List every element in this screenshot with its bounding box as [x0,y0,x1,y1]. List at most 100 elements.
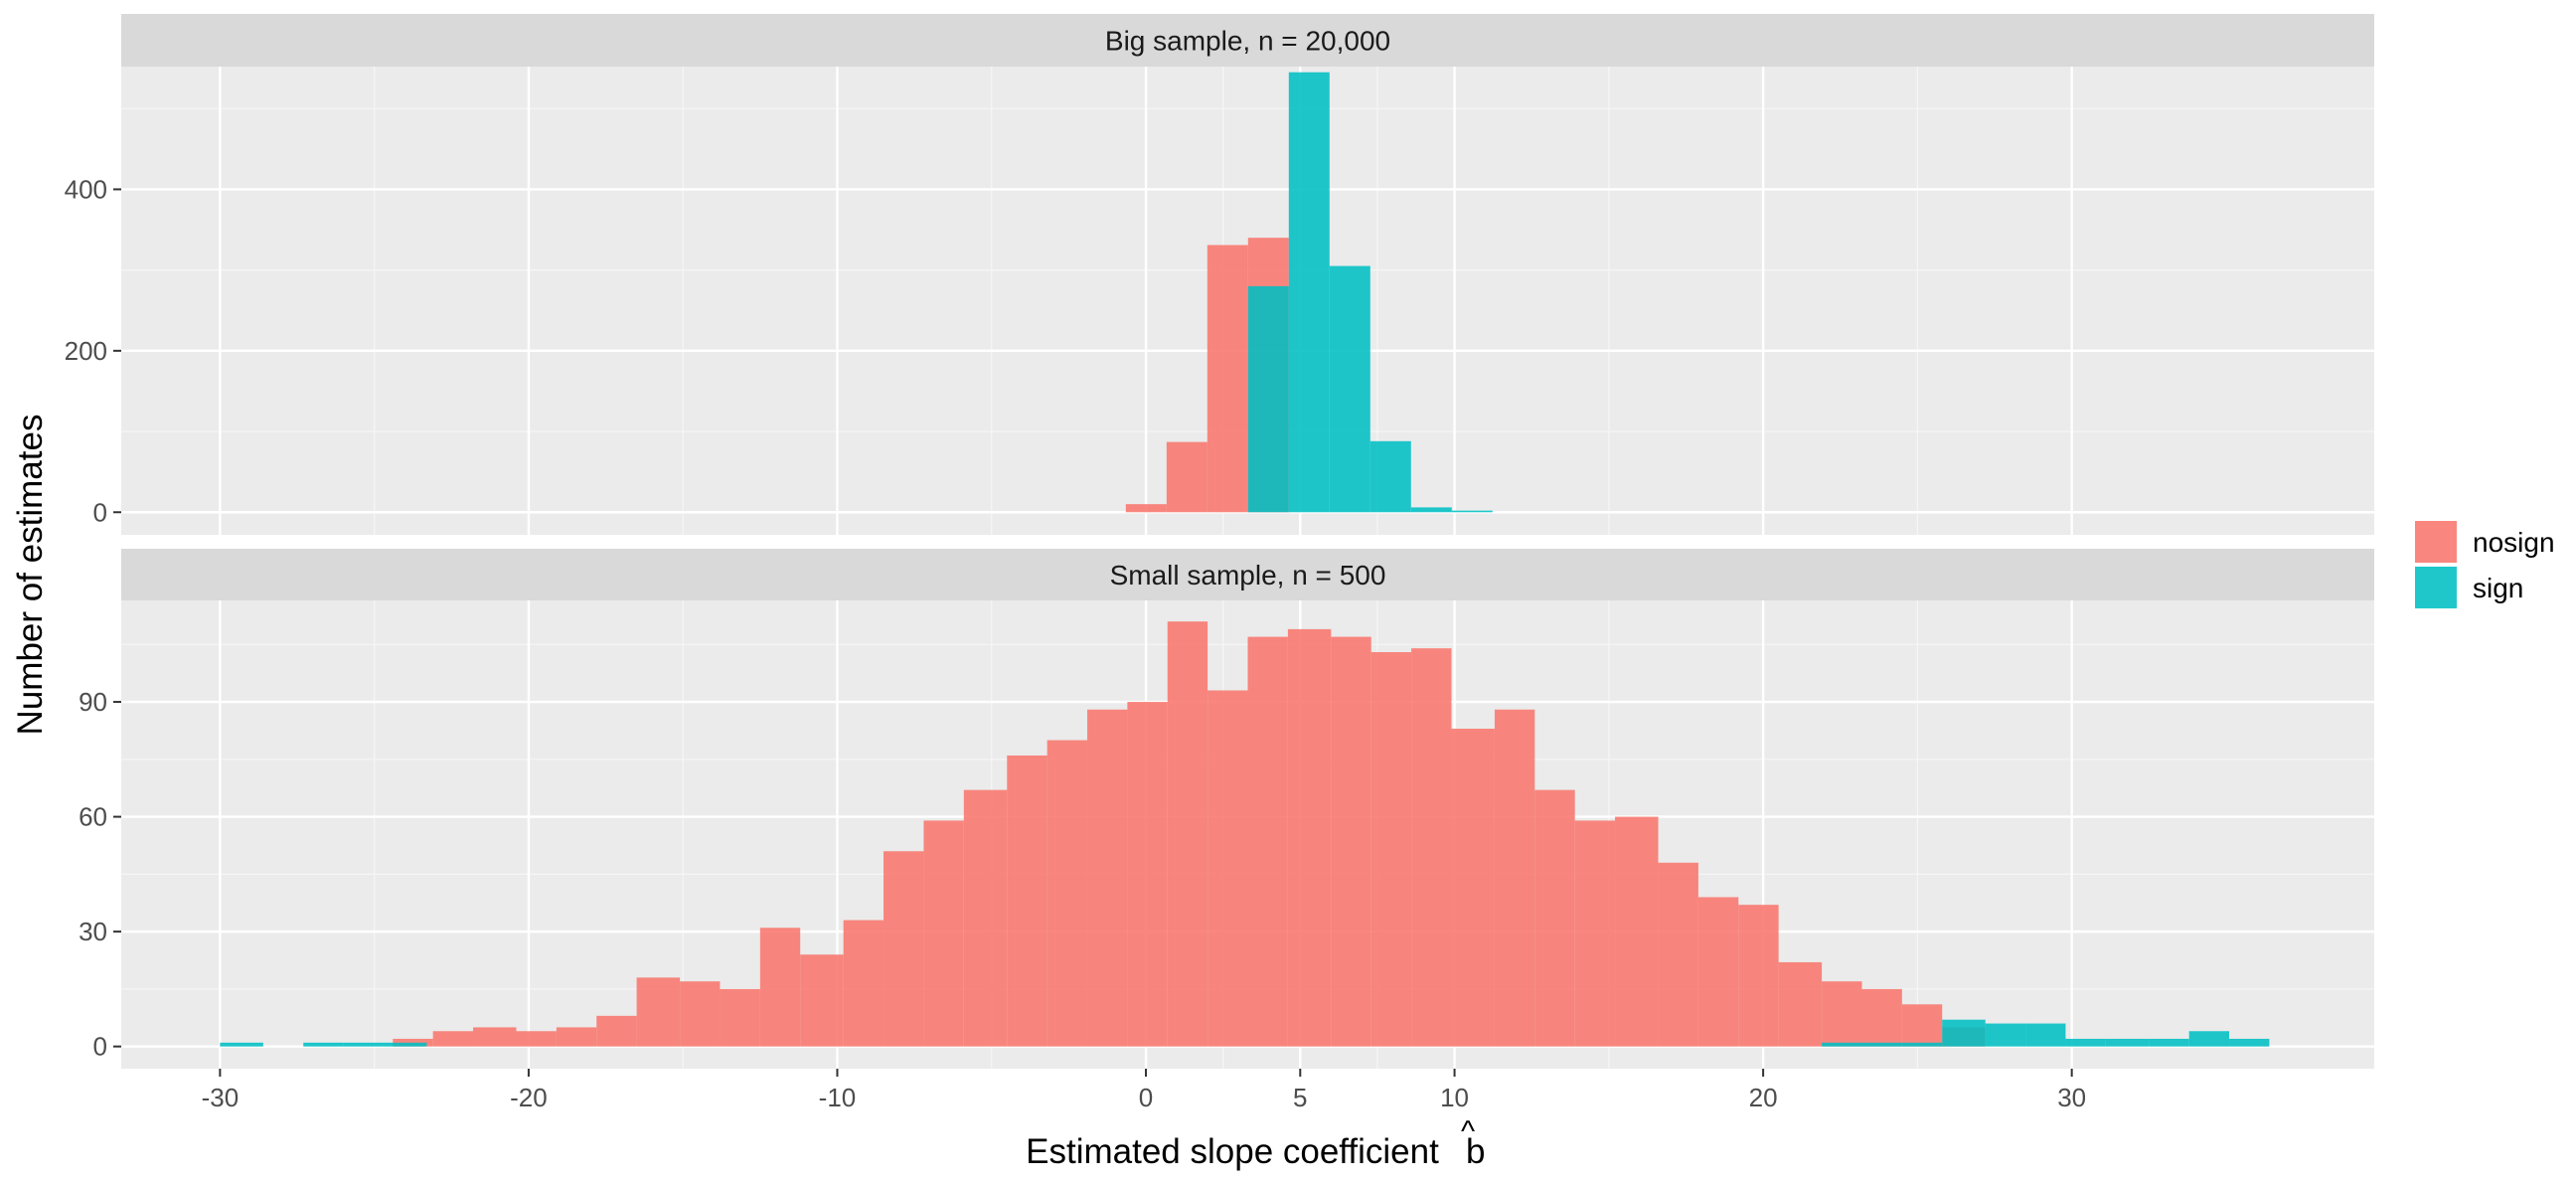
bar-nosign [1451,729,1495,1047]
bar-nosign [1658,862,1698,1047]
facet-strip [121,549,2374,600]
facet-strip-label: Small sample, n = 500 [1110,560,1386,591]
bar-sign [2105,1038,2150,1047]
bar-sign [1329,265,1370,513]
x-tick-label: 5 [1293,1083,1307,1112]
bar-sign [1985,1023,2026,1047]
bar-sign [1288,72,1330,513]
x-tick-label: -10 [819,1083,857,1112]
bar-nosign [923,820,964,1047]
x-tick-label: 30 [2057,1083,2086,1112]
bar-sign [303,1042,344,1047]
bar-sign [1247,285,1289,513]
bar-sign [1451,510,1493,513]
bar-nosign [1697,897,1739,1047]
x-tick-label: -20 [510,1083,548,1112]
histogram-bars [220,621,2270,1047]
bar-nosign [1247,636,1288,1047]
bar-sign [383,1042,427,1047]
x-tick-label: -30 [202,1083,240,1112]
bar-nosign [1615,816,1659,1047]
bar-sign [1410,507,1452,513]
bar-nosign [680,981,721,1047]
bar-sign [1822,1042,1862,1047]
bar-nosign [1207,245,1248,513]
x-tick-label: 10 [1440,1083,1469,1112]
y-tick-label: 30 [79,917,107,946]
bar-nosign [516,1031,557,1047]
bar-nosign [1778,961,1823,1047]
bar-nosign [1494,709,1535,1047]
bar-nosign [1167,621,1208,1047]
legend-key-nosign [2415,521,2457,563]
bar-nosign [1087,709,1128,1047]
bar-sign [220,1042,263,1047]
bar-sign [1861,1042,1902,1047]
y-tick-label: 0 [93,1032,107,1062]
series-nosign [393,621,1986,1047]
legend-key-sign [2415,567,2457,608]
x-axis-title: Estimated slope coefficient b ^ [1026,1115,1485,1171]
bar-nosign [800,954,844,1047]
bar-nosign [843,920,885,1047]
facet-strip-label: Big sample, n = 20,000 [1105,26,1390,57]
bar-sign [2065,1038,2106,1047]
bar-nosign [1208,690,1248,1047]
bar-nosign [759,928,801,1047]
bar-nosign [1534,789,1575,1047]
bar-sign [2188,1031,2230,1047]
bar-nosign [1127,702,1168,1047]
bar-nosign [473,1027,517,1047]
y-tick-label: 0 [93,497,107,527]
y-tick-label: 400 [65,174,107,204]
bar-sign [2149,1038,2189,1047]
legend: nosign sign [2415,521,2555,608]
bar-nosign [596,1015,637,1047]
bar-nosign [636,977,681,1047]
x-axis-title-hat-letter: b [1466,1132,1485,1171]
bar-nosign [1822,981,1862,1047]
x-axis-title-text: Estimated slope coefficient [1026,1132,1439,1171]
x-tick-label: 0 [1139,1083,1153,1112]
bar-sign [2229,1038,2270,1047]
bar-nosign [556,1027,597,1047]
y-axis: 0 200 400 [65,174,121,527]
y-tick-label: 90 [79,687,107,717]
bar-sign [2025,1023,2066,1047]
bar-nosign [963,789,1008,1047]
bar-sign [1369,440,1411,513]
y-axis: 0 30 60 90 [79,687,121,1062]
panel-small-sample: Small sample, n = 500 0 30 60 90 [79,549,2374,1069]
series-sign [1247,72,1493,513]
bar-nosign [1166,441,1208,513]
bar-sign [1901,1042,1943,1047]
bar-sign [343,1042,384,1047]
bar-nosign [1125,504,1167,513]
bar-nosign [720,988,760,1047]
y-tick-label: 60 [79,802,107,832]
legend-label-nosign: nosign [2473,527,2555,558]
legend-label-sign: sign [2473,573,2523,603]
y-tick-label: 200 [65,336,107,366]
bar-nosign [432,1031,474,1047]
bar-nosign [1574,820,1616,1047]
bar-nosign [1901,1004,1943,1047]
bar-nosign [1007,755,1047,1047]
x-tick-label: 20 [1749,1083,1778,1112]
y-axis-title: Number of estimates [11,415,50,736]
bar-nosign [1861,988,1902,1047]
panels-layer: Big sample, n = 20,000 0 200 400 Small sampl… [65,14,2374,1069]
bar-nosign [884,851,924,1047]
bar-nosign [1331,636,1371,1047]
histogram-bars [1125,72,1493,513]
series-sign [220,1019,2270,1047]
panel-big-sample: Big sample, n = 20,000 0 200 400 [65,14,2374,535]
facet-strip [121,14,2374,67]
hat-symbol: ^ [1461,1115,1475,1148]
bar-nosign [1046,740,1088,1047]
bar-nosign [1370,651,1412,1047]
bar-nosign [1411,648,1452,1047]
bar-nosign [1738,905,1779,1047]
bar-sign [1942,1019,1986,1047]
